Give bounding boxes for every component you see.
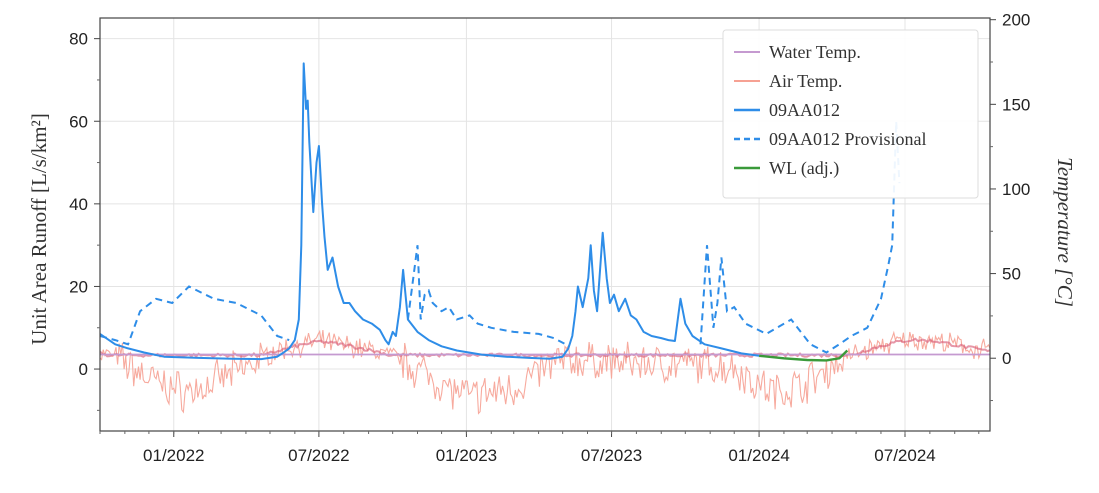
- x-tick-label: 07/2022: [288, 446, 349, 465]
- legend-entry-label: 09AA012 Provisional: [769, 129, 927, 149]
- air-temp-line: [100, 329, 990, 415]
- x-tick-label: 01/2024: [728, 446, 789, 465]
- y-tick-label: 80: [69, 30, 88, 49]
- legend: Water Temp. Air Temp. 09AA012 09AA012 Provi…: [722, 29, 979, 199]
- legend-box: [722, 29, 979, 199]
- provisional-runoff-line: [100, 121, 901, 354]
- series-group: [100, 62, 990, 415]
- y2-tick-label: 100: [1002, 180, 1030, 199]
- legend-entry-label: Air Temp.: [769, 71, 842, 91]
- x-axis: 01/2022 07/2022 01/2023 07/2023 01/2024 07/20…: [99, 431, 980, 465]
- y2-tick-label: 0: [1002, 349, 1011, 368]
- y2-axis-label: Temperature [°C]: [1053, 157, 1077, 307]
- x-tick-label: 07/2024: [874, 446, 935, 465]
- y-tick-label: 0: [79, 360, 88, 379]
- runoff-line: [100, 62, 760, 361]
- x-tick-label: 01/2023: [436, 446, 497, 465]
- wl-adj-line: [758, 349, 849, 362]
- series-layer: [100, 62, 990, 415]
- plot-frame: [99, 17, 991, 432]
- legend-entry-label: WL (adj.): [769, 158, 839, 179]
- x-tick-label: 07/2023: [581, 446, 642, 465]
- y2-tick-label: 150: [1002, 95, 1030, 114]
- x-tick-label: 01/2022: [143, 446, 204, 465]
- y-axis-left: 0 20 40 60 80: [69, 30, 100, 411]
- y-tick-label: 60: [69, 112, 88, 131]
- y-tick-label: 20: [69, 277, 88, 296]
- y-axis-label: Unit Area Runoff [L/s/km²]: [27, 113, 51, 345]
- legend-entry-label: Water Temp.: [769, 42, 861, 62]
- legend-entry-label: 09AA012: [769, 100, 840, 120]
- y-tick-label: 40: [69, 195, 88, 214]
- y2-tick-label: 200: [1002, 11, 1030, 30]
- y2-tick-label: 50: [1002, 265, 1021, 284]
- y-axis-right: 0 50 100 150 200: [990, 11, 1030, 402]
